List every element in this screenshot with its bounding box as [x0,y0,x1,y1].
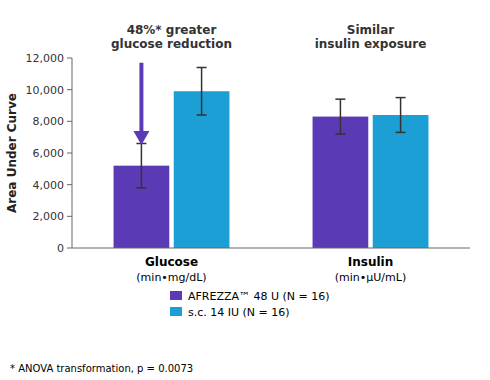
tick-label: 2,000 [33,210,65,223]
error-stem [141,144,143,188]
footnote: * ANOVA transformation, p = 0.0073 [10,363,193,374]
legend-swatch [170,307,182,316]
error-stem [400,98,402,133]
group-title: Similarinsulin exposure [315,23,427,51]
legend-swatch [170,291,182,300]
tick [67,58,72,59]
plot-area [114,63,429,248]
legend-label: AFREZZA™ 48 U (N = 16) [188,290,330,303]
chart: 0 2,000 4,000 6,000 8,000 10,000 12,000 Area Un… [0,0,490,380]
error-cap [136,187,146,189]
error-cap [197,114,207,116]
category-sublabel: (min•μU/mL) [335,271,406,284]
bar [373,115,429,248]
error-cap [335,98,345,100]
tick-label: 12,000 [26,52,65,65]
tick [67,89,72,90]
error-bar [335,99,345,134]
tick-label: 8,000 [33,115,65,128]
group-title-line: insulin exposure [315,37,427,51]
error-stem [340,99,342,134]
tick-label: 10,000 [26,84,65,97]
category-sublabel: (min•mg/dL) [136,271,206,284]
group-title: 48%* greaterglucose reduction [111,23,232,51]
bar [313,117,369,248]
legend: AFREZZA™ 48 U (N = 16) s.c. 14 IU (N = 16… [170,290,330,319]
tick [67,248,72,249]
category-label: Insulin [348,255,393,269]
error-cap [197,67,207,69]
error-bar [197,68,207,116]
error-stem [201,68,203,116]
y-axis-label: Area Under Curve [5,93,19,213]
legend-label: s.c. 14 IU (N = 16) [188,306,290,319]
tick-label: 4,000 [33,179,65,192]
error-bar [396,98,406,133]
error-bar [136,144,146,188]
error-cap [396,97,406,99]
bar [174,91,230,248]
tick [67,184,72,185]
arrow-shaft [139,63,143,131]
group-title-line: glucose reduction [111,37,232,51]
group-title-line: 48%* greater [127,23,217,37]
y-axis-line [72,58,73,248]
arrow [133,63,149,145]
category-label: Glucose [145,255,198,269]
tick [67,153,72,154]
error-cap [335,133,345,135]
y-axis: 0 2,000 4,000 6,000 8,000 10,000 12,000 [26,52,73,255]
x-axis-line [72,248,470,249]
group-title-line: Similar [347,23,395,37]
tick-label: 6,000 [33,147,65,160]
tick [67,216,72,217]
tick [67,121,72,122]
tick-label: 0 [57,242,64,255]
error-cap [396,132,406,134]
arrow-head [133,131,149,145]
